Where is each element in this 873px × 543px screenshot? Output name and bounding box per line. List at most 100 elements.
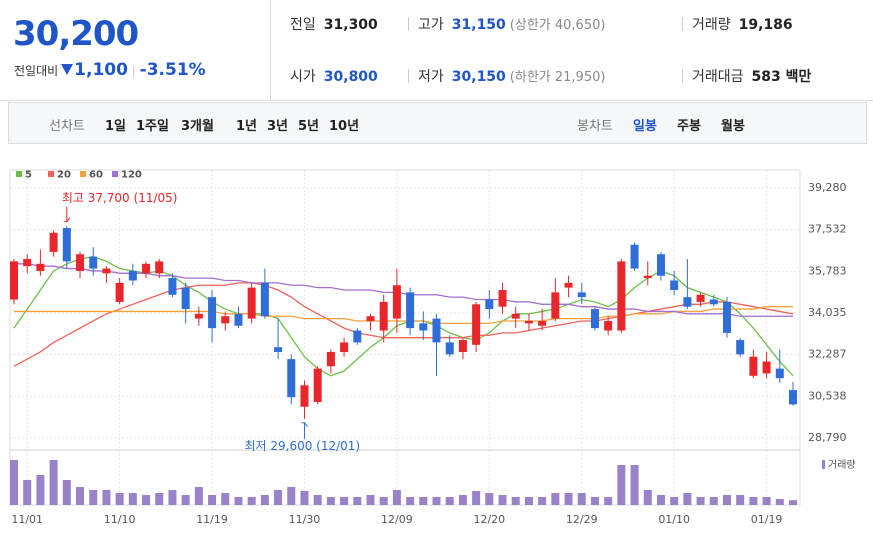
- volume-bar: [76, 487, 85, 505]
- volume-bar: [749, 497, 758, 505]
- candle-period-button[interactable]: 주봉: [677, 119, 701, 134]
- price: 30,200: [13, 14, 139, 54]
- volume-legend-swatch: [822, 460, 825, 469]
- candle-body: [683, 297, 692, 307]
- volume-bar: [340, 497, 349, 505]
- volume-bar: [234, 497, 243, 505]
- separator: [682, 69, 683, 83]
- period-button[interactable]: 5년: [298, 119, 320, 134]
- candle-body: [722, 301, 731, 333]
- legend-label: 60: [89, 170, 103, 181]
- candle-body: [709, 299, 718, 305]
- candle-body: [577, 292, 586, 298]
- quote-cell: 고가 31,150 (상한가 40,650): [418, 14, 605, 34]
- quote-cell: 저가 30,150 (하한가 21,950): [418, 66, 605, 86]
- volume-bar: [696, 497, 705, 505]
- volume-bar: [326, 497, 335, 505]
- candle-body: [340, 342, 349, 352]
- y-tick-label: 37,532: [808, 223, 847, 236]
- volume-bar: [23, 480, 32, 505]
- quote-extra: (하한가 21,950): [509, 70, 606, 85]
- candle-body: [76, 254, 85, 271]
- candle-body: [656, 254, 665, 276]
- period-button[interactable]: 3년: [267, 119, 289, 134]
- volume-bar: [208, 495, 217, 505]
- y-tick-label: 32,287: [808, 348, 847, 361]
- volume-bar: [49, 460, 58, 505]
- change-pct: -3.51%: [139, 60, 206, 80]
- period-button[interactable]: 3개월: [181, 119, 214, 134]
- x-tick-label: 12/09: [381, 513, 413, 526]
- candle-body: [36, 263, 45, 271]
- candle-body: [472, 304, 481, 345]
- candle-body: [630, 244, 639, 269]
- period-button[interactable]: 1일: [105, 119, 127, 134]
- candle-body: [115, 282, 124, 302]
- volume-bar: [89, 490, 98, 505]
- x-tick-label: 12/20: [473, 513, 505, 526]
- separator: [408, 17, 409, 31]
- candle-body: [194, 313, 203, 319]
- legend-swatch: [112, 171, 118, 177]
- volume-bar: [168, 490, 177, 505]
- period-button[interactable]: 10년: [329, 119, 360, 134]
- period-button[interactable]: 1년: [236, 119, 258, 134]
- change-value: 1,100: [74, 60, 128, 80]
- candle-body: [274, 347, 283, 352]
- volume-bar: [617, 465, 626, 505]
- candle-period-button[interactable]: 월봉: [721, 119, 745, 134]
- candle-body: [538, 320, 547, 326]
- candle-body: [392, 285, 401, 319]
- candle-body: [696, 294, 705, 302]
- volume-bar: [709, 497, 718, 505]
- candle-body: [247, 287, 256, 319]
- candle-body: [62, 228, 71, 262]
- period-button[interactable]: 1주일: [136, 119, 169, 134]
- volume-bar: [485, 493, 494, 505]
- candle-body: [564, 282, 573, 288]
- volume-bar: [551, 493, 560, 505]
- candle-body: [775, 368, 784, 379]
- candle-body: [406, 292, 415, 329]
- volume-bar: [379, 497, 388, 505]
- candle-body: [458, 340, 467, 352]
- y-tick-label: 30,538: [808, 389, 847, 402]
- ma-line: [13, 282, 794, 367]
- candle-body: [287, 359, 296, 398]
- quote-cell: 거래대금 583 백만: [692, 66, 811, 86]
- volume-bar: [643, 490, 652, 505]
- candle-body: [511, 313, 520, 319]
- candle-period-button[interactable]: 일봉: [633, 119, 657, 134]
- candle-body: [23, 259, 32, 267]
- volume-bar: [260, 495, 269, 505]
- candle-body: [326, 351, 335, 367]
- annotation: 최저 29,600 (12/01): [244, 439, 360, 453]
- volume-bar: [419, 497, 428, 505]
- volume-legend-label: 거래량: [828, 459, 856, 471]
- candle-body: [208, 297, 217, 329]
- volume-bar: [630, 465, 639, 505]
- candle-body: [366, 316, 375, 321]
- volume-bar: [155, 493, 164, 505]
- quote-label: 저가: [418, 69, 444, 85]
- change: 전일대비 1,100 | -3.51%: [14, 60, 206, 80]
- candle-body: [155, 261, 164, 274]
- volume-bar: [142, 495, 151, 505]
- volume-bar: [524, 497, 533, 505]
- volume-bar: [62, 480, 71, 505]
- volume-bar: [432, 497, 441, 505]
- volume-bar: [247, 497, 256, 505]
- candle-body: [524, 320, 533, 324]
- volume-bar: [590, 497, 599, 505]
- quote-label: 거래대금: [692, 69, 744, 85]
- legend-swatch: [16, 171, 22, 177]
- change-label: 전일대비: [14, 64, 59, 78]
- x-tick-label: 11/19: [196, 513, 228, 526]
- volume-bar: [392, 490, 401, 505]
- candle-body: [789, 390, 797, 405]
- candle-body: [168, 278, 177, 295]
- quote-label: 거래량: [692, 17, 731, 33]
- quote-value: 30,150: [451, 69, 506, 85]
